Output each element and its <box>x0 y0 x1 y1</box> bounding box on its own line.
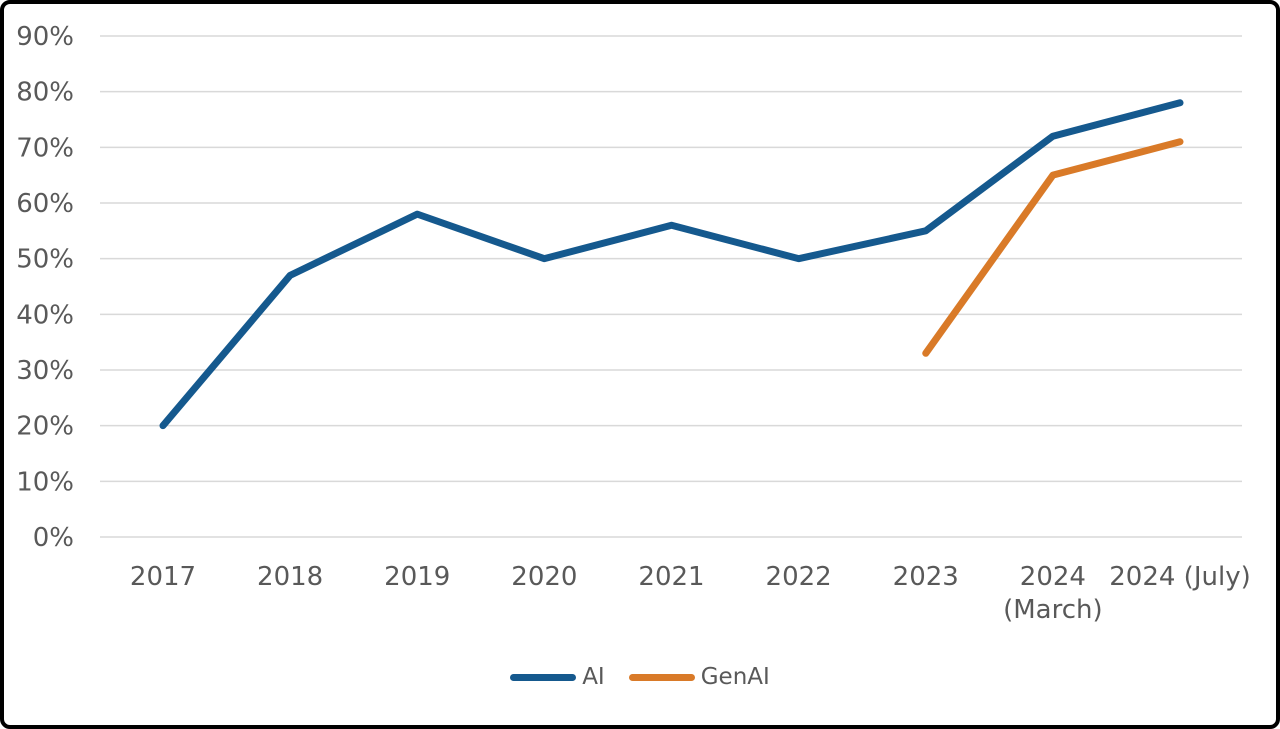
ai-line-swatch <box>510 673 577 681</box>
y-tick-label: 0% <box>33 523 74 553</box>
x-tick-label: 2017 <box>130 562 196 592</box>
x-tick-label: 2020 <box>511 562 577 592</box>
x-tick-label: 2022 <box>766 562 832 592</box>
x-tick-label: 2018 <box>257 562 323 592</box>
genai-line <box>922 138 1184 357</box>
x-tick-label: 2019 <box>384 562 450 592</box>
y-tick-label: 10% <box>16 467 74 497</box>
y-tick-label: 30% <box>16 356 74 386</box>
line-chart: 0% 10% 20% 30% 40% 50% 60% 70% 80% 90% 2017 2018 201… <box>16 22 1251 625</box>
chart-legend: AI GenAI <box>4 662 1276 692</box>
ai-line <box>159 99 1184 430</box>
y-tick-label: 20% <box>16 412 74 442</box>
x-tick-label: (March) <box>1003 595 1103 625</box>
y-tick-label: 40% <box>16 300 74 330</box>
y-tick-label: 80% <box>16 78 74 108</box>
x-tick-label: 2024 (July) <box>1109 562 1250 592</box>
x-tick-label: 2021 <box>638 562 704 592</box>
y-tick-label: 60% <box>16 189 74 219</box>
genai-line-swatch <box>628 673 695 681</box>
y-tick-label: 70% <box>16 133 74 163</box>
y-tick-label: 90% <box>16 22 74 52</box>
legend-item-ai: AI <box>510 663 605 690</box>
genai-legend-label: GenAI <box>700 663 770 690</box>
y-tick-label: 50% <box>16 245 74 275</box>
ai-legend-label: AI <box>582 663 605 690</box>
x-tick-label: 2023 <box>893 562 959 592</box>
legend-item-genai: GenAI <box>628 663 770 690</box>
x-tick-label: 2024 <box>1020 562 1086 592</box>
